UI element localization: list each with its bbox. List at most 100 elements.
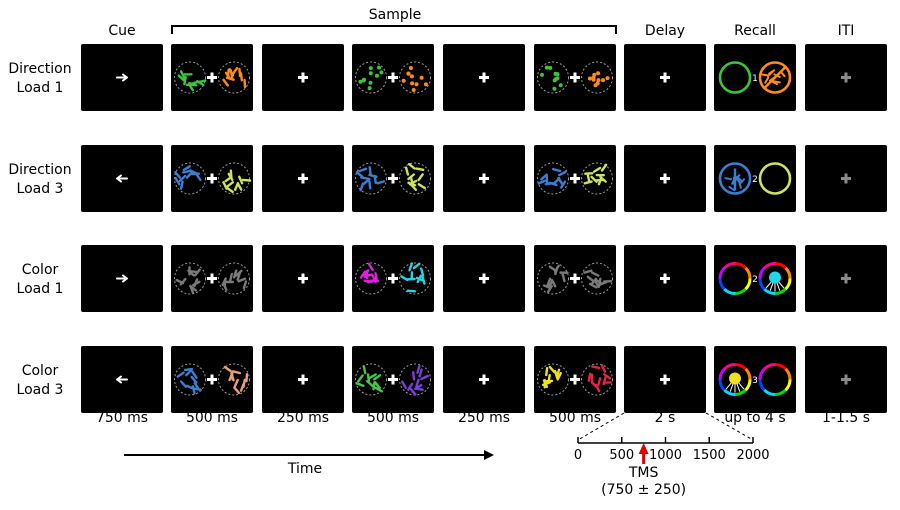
- screen-3-0: [81, 346, 163, 413]
- motion-arrow: [416, 169, 423, 170]
- row-label-line2: Load 1: [0, 79, 80, 98]
- motion-arrow: [588, 174, 590, 181]
- motion-arrow: [243, 180, 250, 181]
- row-label-line2: Load 3: [0, 381, 80, 400]
- screen-0-5: [534, 44, 616, 111]
- recall-index: 3: [752, 376, 758, 386]
- screen-0-8: [805, 44, 887, 111]
- motion-dot: [601, 78, 605, 82]
- motion-dot: [548, 66, 552, 70]
- motion-dot: [377, 66, 381, 70]
- motion-arrow: [231, 71, 232, 78]
- fixation-cross: [574, 73, 577, 83]
- motion-dot: [412, 88, 416, 92]
- fixation-cross: [845, 375, 848, 385]
- motion-dot: [375, 74, 379, 78]
- color-probe-dot: [769, 272, 781, 284]
- motion-dot: [540, 73, 544, 77]
- motion-dot: [369, 71, 373, 75]
- timeline-tick-label: 2000: [736, 448, 769, 463]
- motion-dot: [596, 71, 600, 75]
- motion-dot: [358, 80, 362, 84]
- color-probe-dot: [729, 373, 741, 385]
- row-label-line2: Load 1: [0, 280, 80, 299]
- motion-arrow: [408, 291, 415, 292]
- screen-3-6: [624, 346, 706, 413]
- screen-3-1: [171, 346, 253, 413]
- duration-label: 250 ms: [433, 409, 535, 427]
- fixation-cross: [211, 274, 214, 284]
- row-label-line1: Direction: [0, 60, 80, 79]
- screen-1-7: 2: [714, 145, 796, 212]
- timeline-tick-label: 500: [609, 448, 634, 463]
- duration-label: 500 ms: [161, 409, 263, 427]
- screen-0-1: [171, 44, 253, 111]
- duration-label: 1-1.5 s: [795, 409, 897, 427]
- recall-index: 2: [752, 275, 758, 285]
- motion-dot: [559, 83, 563, 87]
- screen-1-3: [352, 145, 434, 212]
- motion-arrow: [585, 182, 592, 184]
- screen-2-1: [171, 245, 253, 312]
- motion-dot: [545, 66, 549, 70]
- screen-3-3: [352, 346, 434, 413]
- fixation-cross: [392, 375, 395, 385]
- motion-arrow: [589, 374, 590, 381]
- fixation-cross: [483, 174, 486, 184]
- fixation-cross: [845, 73, 848, 83]
- screen-3-4: [443, 346, 525, 413]
- tms-arrow-head: [639, 443, 649, 454]
- screen-2-7: 2: [714, 245, 796, 312]
- fixation-cross: [211, 174, 214, 184]
- motion-arrow: [370, 167, 371, 174]
- fixation-cross: [302, 174, 305, 184]
- motion-dot: [406, 72, 410, 76]
- screen-0-7: 1: [714, 44, 796, 111]
- motion-arrow: [416, 389, 423, 390]
- screen-3-5: [534, 346, 616, 413]
- row-label-line2: Load 3: [0, 180, 80, 199]
- column-header: Recall: [704, 22, 806, 40]
- motion-arrow: [245, 80, 246, 87]
- screen-2-4: [443, 245, 525, 312]
- motion-arrow: [185, 369, 192, 370]
- motion-dot: [410, 81, 414, 85]
- motion-dot: [606, 76, 610, 80]
- timeline-tick-label: 1500: [693, 448, 726, 463]
- duration-label: up to 4 s: [704, 409, 806, 427]
- motion-arrow: [364, 366, 366, 373]
- time-arrow-head: [484, 450, 494, 460]
- motion-dot: [597, 78, 601, 82]
- fixation-cross: [483, 73, 486, 83]
- column-header: Delay: [614, 22, 716, 40]
- motion-arrow: [725, 178, 731, 179]
- fixation-cross: [664, 274, 667, 284]
- screen-0-2: [262, 44, 344, 111]
- row-label-line1: Color: [0, 362, 80, 381]
- motion-arrow: [181, 182, 183, 189]
- time-label: Time: [270, 460, 340, 478]
- motion-arrow: [233, 371, 240, 373]
- screen-2-6: [624, 245, 706, 312]
- motion-arrow: [592, 367, 599, 369]
- screen-1-6: [624, 145, 706, 212]
- sample-label: Sample: [345, 6, 445, 24]
- fixation-cross: [392, 274, 395, 284]
- motion-dot: [592, 78, 596, 82]
- screen-1-8: [805, 145, 887, 212]
- duration-label: 500 ms: [524, 409, 626, 427]
- fixation-cross: [302, 73, 305, 83]
- tms-window-label: (750 ± 250): [594, 481, 694, 499]
- screen-1-2: [262, 145, 344, 212]
- motion-arrow: [374, 382, 375, 389]
- screen-2-3: [352, 245, 434, 312]
- duration-label: 500 ms: [342, 409, 444, 427]
- fixation-cross: [664, 73, 667, 83]
- screen-1-1: [171, 145, 253, 212]
- recall-index: 1: [752, 74, 758, 84]
- screen-0-3: [352, 44, 434, 111]
- motion-arrow: [413, 372, 414, 379]
- motion-dot: [554, 72, 558, 76]
